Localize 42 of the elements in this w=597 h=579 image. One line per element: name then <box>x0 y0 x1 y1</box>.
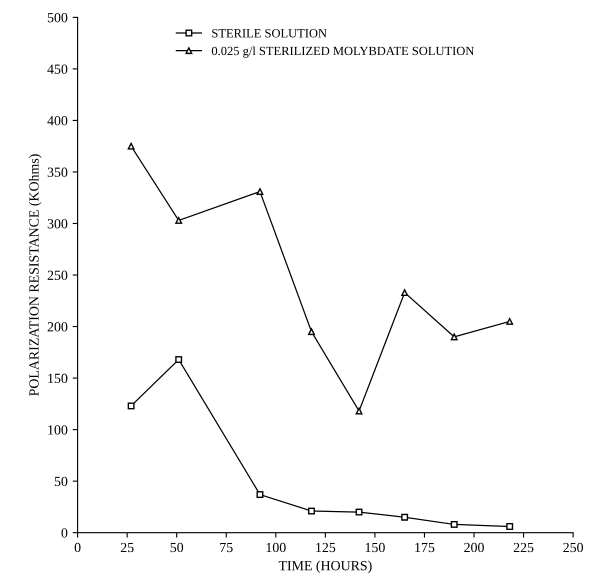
point <box>128 402 135 410</box>
point <box>308 328 315 336</box>
x-tick-label: 175 <box>415 542 434 552</box>
y-tick-label: 250 <box>48 270 68 280</box>
x-tick-label: 25 <box>120 542 134 552</box>
point <box>401 514 408 521</box>
point <box>450 520 458 528</box>
x-tick-label: 150 <box>366 542 385 552</box>
point <box>450 333 458 340</box>
y-tick-label: 200 <box>48 322 68 332</box>
point <box>506 318 514 325</box>
y-tick-label: 300 <box>48 219 68 228</box>
point <box>356 508 363 516</box>
x-tick-label: 75 <box>220 542 233 552</box>
legend-label: STERILE SOLUTION <box>212 29 327 38</box>
y-tick-label: 350 <box>48 168 68 177</box>
point <box>256 188 264 196</box>
y-tick-label: 400 <box>47 116 68 126</box>
x-tick-label: 100 <box>266 542 286 552</box>
y-axis-title: POLARIZATION RESISTANCE (KOhms) <box>28 154 42 396</box>
y-tick-label: 500 <box>48 12 68 22</box>
point <box>256 491 264 498</box>
x-tick-label: 50 <box>170 542 184 552</box>
y-tick-label: 450 <box>47 64 68 74</box>
point <box>401 289 408 296</box>
y-tick-label: 0 <box>61 528 68 538</box>
point <box>356 408 363 415</box>
x-tick-label: 225 <box>514 542 534 552</box>
y-tick-label: 100 <box>48 425 68 435</box>
x-tick-label: 125 <box>316 542 336 552</box>
point <box>128 142 135 150</box>
point <box>175 356 182 364</box>
x-tick-label: 200 <box>464 542 484 552</box>
point <box>506 523 514 530</box>
legend-label: 0.025 g/l STERILIZED MOLYBDATE SOLUTION <box>212 46 474 58</box>
point <box>175 216 182 224</box>
y-tick-label: 50 <box>54 476 68 486</box>
point <box>308 508 315 515</box>
y-tick-label: 150 <box>48 374 68 384</box>
x-axis-title: TIME (HOURS) <box>278 560 372 574</box>
x-tick-label: 0 <box>74 542 81 552</box>
x-tick-label: 250 <box>563 542 584 552</box>
